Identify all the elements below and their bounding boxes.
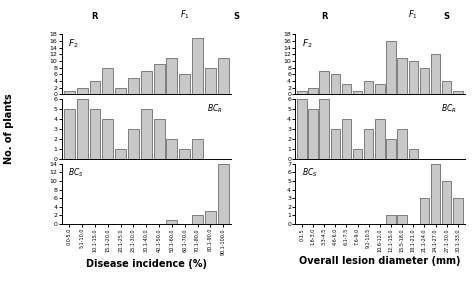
Bar — [64, 109, 75, 159]
Bar — [166, 58, 177, 94]
Bar — [141, 71, 152, 94]
Text: $F_1$: $F_1$ — [180, 9, 190, 21]
Bar — [141, 109, 152, 159]
Bar — [419, 68, 429, 94]
Bar — [364, 81, 374, 94]
Bar — [453, 198, 463, 224]
Bar — [115, 149, 126, 159]
Bar — [90, 109, 100, 159]
Bar — [77, 88, 88, 94]
Bar — [192, 139, 203, 159]
Text: $BC_S$: $BC_S$ — [68, 167, 84, 179]
Bar — [179, 149, 190, 159]
Bar — [397, 215, 407, 224]
Bar — [330, 74, 340, 94]
Bar — [409, 149, 418, 159]
Text: No. of plants: No. of plants — [4, 94, 15, 164]
Bar — [319, 71, 329, 94]
Bar — [154, 64, 164, 94]
Bar — [442, 81, 451, 94]
Bar — [218, 164, 228, 224]
Text: S: S — [444, 12, 450, 21]
Bar — [330, 129, 340, 159]
X-axis label: Disease incidence (%): Disease incidence (%) — [86, 259, 207, 269]
Bar — [154, 119, 164, 159]
Text: $BC_R$: $BC_R$ — [441, 102, 456, 115]
Bar — [115, 88, 126, 94]
Bar — [308, 88, 318, 94]
Bar — [342, 84, 351, 94]
Text: $BC_S$: $BC_S$ — [302, 167, 318, 179]
Bar — [386, 41, 396, 94]
Bar — [166, 139, 177, 159]
Bar — [205, 211, 216, 224]
Bar — [297, 99, 307, 159]
Bar — [192, 38, 203, 94]
Bar — [77, 99, 88, 159]
Bar — [453, 91, 463, 94]
Bar — [102, 119, 113, 159]
Bar — [128, 78, 139, 94]
Bar — [179, 74, 190, 94]
Bar — [205, 68, 216, 94]
Bar — [297, 91, 307, 94]
Bar — [431, 55, 440, 94]
Bar — [218, 58, 228, 94]
Text: R: R — [91, 12, 98, 21]
Bar — [409, 61, 418, 94]
Bar — [102, 68, 113, 94]
Bar — [64, 91, 75, 94]
Bar — [128, 129, 139, 159]
Bar — [308, 109, 318, 159]
Bar — [319, 99, 329, 159]
X-axis label: Overall lesion diameter (mm): Overall lesion diameter (mm) — [299, 256, 461, 266]
Bar — [375, 84, 384, 94]
Text: S: S — [233, 12, 239, 21]
Bar — [397, 58, 407, 94]
Bar — [419, 198, 429, 224]
Bar — [353, 91, 362, 94]
Text: R: R — [321, 12, 328, 21]
Bar — [386, 215, 396, 224]
Bar — [364, 129, 374, 159]
Text: $F_1$: $F_1$ — [408, 9, 418, 21]
Bar — [442, 181, 451, 224]
Text: $F_2$: $F_2$ — [68, 37, 79, 50]
Bar — [375, 119, 384, 159]
Bar — [353, 149, 362, 159]
Bar — [90, 81, 100, 94]
Bar — [397, 129, 407, 159]
Text: $BC_R$: $BC_R$ — [207, 102, 223, 115]
Bar — [342, 119, 351, 159]
Bar — [386, 139, 396, 159]
Text: $F_2$: $F_2$ — [302, 37, 312, 50]
Bar — [192, 215, 203, 224]
Bar — [431, 164, 440, 224]
Bar — [166, 220, 177, 224]
